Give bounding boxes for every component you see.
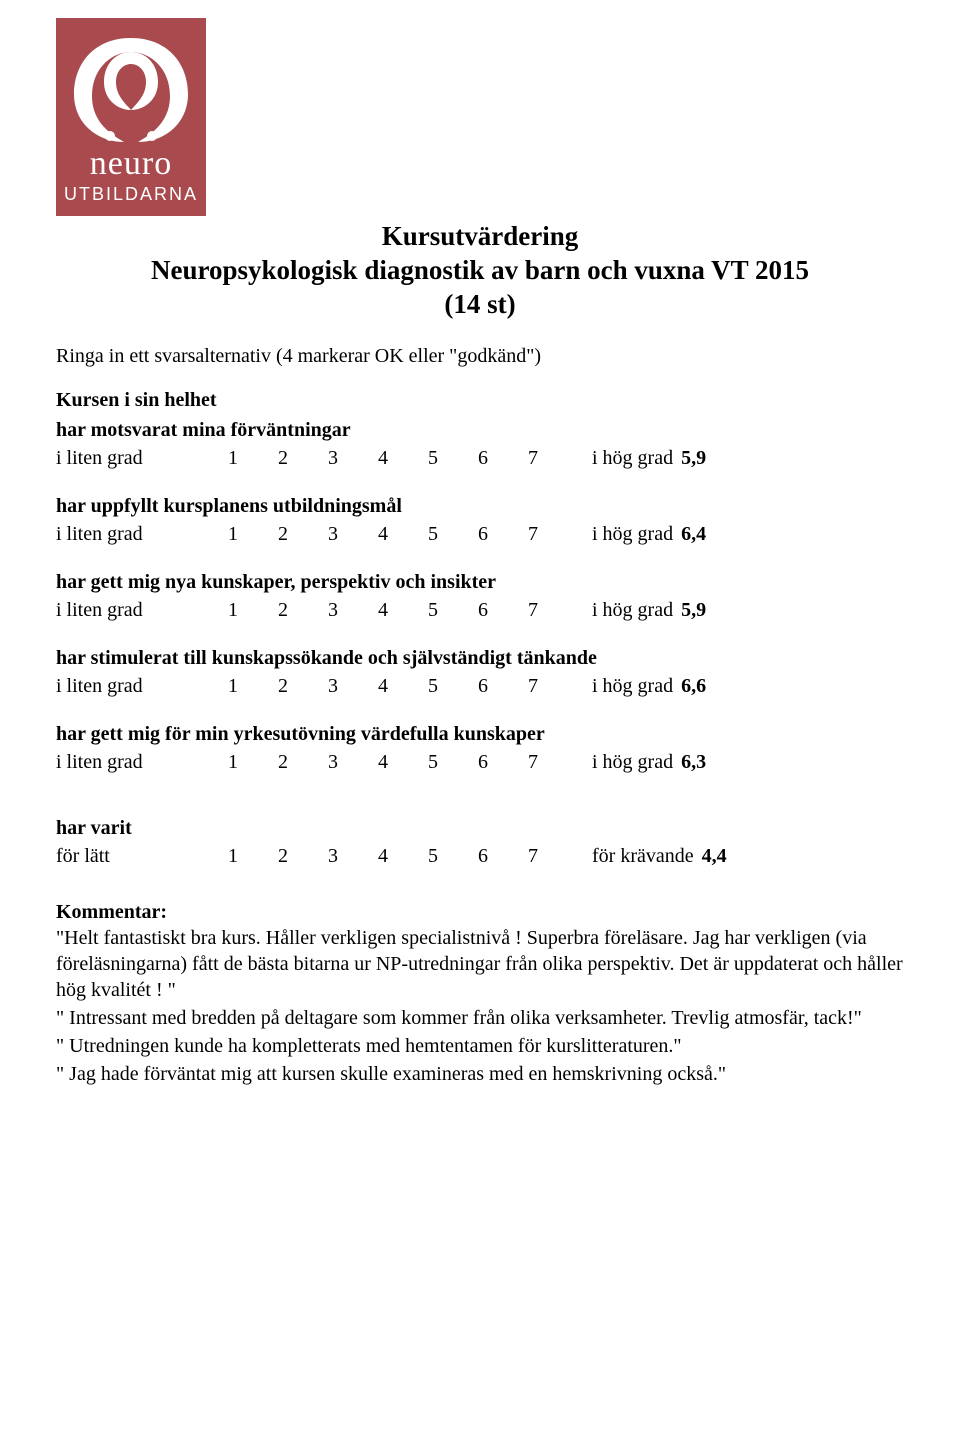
scale-num: 2 [278,673,328,699]
scale-num: 3 [328,445,378,471]
scale-left-label: i liten grad [56,749,228,775]
score-value: 6,3 [681,749,706,775]
scale-num: 3 [328,673,378,699]
scale-num: 5 [428,597,478,623]
scale-num: 2 [278,521,328,547]
scale-num: 1 [228,673,278,699]
scale-num: 1 [228,597,278,623]
scale-numbers: 1 2 3 4 5 6 7 [228,843,578,869]
scale-num: 4 [378,843,428,869]
scale-num: 1 [228,521,278,547]
question-label: har motsvarat mina förväntningar [56,417,904,443]
question-label: har gett mig för min yrkesutövning värde… [56,721,904,747]
question-label: har uppfyllt kursplanens utbildningsmål [56,493,904,519]
scale-numbers: 1 2 3 4 5 6 7 [228,749,578,775]
scale-num: 2 [278,843,328,869]
logo-graphic [64,24,198,152]
logo: neuro UTBILDARNA [56,18,206,216]
scale-num: 6 [478,843,528,869]
scale-right-label: i hög grad [592,749,673,775]
scale-num: 7 [528,673,578,699]
scale-right-label: i hög grad [592,521,673,547]
question-label: har stimulerat till kunskapssökande och … [56,645,904,671]
scale-right-label: i hög grad [592,673,673,699]
page-title: Kursutvärdering Neuropsykologisk diagnos… [56,220,904,321]
scale-num: 5 [428,843,478,869]
scale-num: 5 [428,673,478,699]
question-label: har varit [56,815,904,841]
scale-left-label: i liten grad [56,597,228,623]
logo-text-primary: neuro [56,142,206,186]
score-value: 6,4 [681,521,706,547]
scale-num: 4 [378,445,428,471]
scale-num: 1 [228,843,278,869]
scale-left-label: i liten grad [56,445,228,471]
scale-numbers: 1 2 3 4 5 6 7 [228,597,578,623]
scale-row: i liten grad 1 2 3 4 5 6 7 i hög grad 5,… [56,445,904,471]
scale-right-label: i hög grad [592,445,673,471]
scale-num: 7 [528,749,578,775]
scale-num: 6 [478,521,528,547]
scale-row: i liten grad 1 2 3 4 5 6 7 i hög grad 6,… [56,749,904,775]
comment-item: "Helt fantastiskt bra kurs. Håller verkl… [56,925,904,1003]
title-line-3: (14 st) [56,288,904,322]
logo-container: neuro UTBILDARNA [56,18,904,216]
scale-row: i liten grad 1 2 3 4 5 6 7 i hög grad 6,… [56,521,904,547]
scale-num: 5 [428,445,478,471]
scale-num: 4 [378,597,428,623]
intro-text: Ringa in ett svarsalternativ (4 markerar… [56,343,904,369]
scale-numbers: 1 2 3 4 5 6 7 [228,673,578,699]
scale-num: 3 [328,597,378,623]
scale-num: 1 [228,445,278,471]
scale-num: 7 [528,445,578,471]
scale-num: 6 [478,749,528,775]
scale-left-label: för lätt [56,843,228,869]
scale-num: 4 [378,673,428,699]
scale-right-label: i hög grad [592,597,673,623]
comment-item: " Jag hade förväntat mig att kursen skul… [56,1061,904,1087]
score-value: 4,4 [702,843,727,869]
scale-num: 4 [378,749,428,775]
scale-num: 4 [378,521,428,547]
question-label: har gett mig nya kunskaper, perspektiv o… [56,569,904,595]
scale-num: 7 [528,521,578,547]
scale-num: 2 [278,445,328,471]
score-value: 6,6 [681,673,706,699]
section-heading: Kursen i sin helhet [56,387,904,413]
scale-num: 7 [528,597,578,623]
scale-num: 1 [228,749,278,775]
scale-num: 5 [428,521,478,547]
scale-numbers: 1 2 3 4 5 6 7 [228,445,578,471]
scale-row: i liten grad 1 2 3 4 5 6 7 i hög grad 6,… [56,673,904,699]
logo-text-secondary: UTBILDARNA [56,183,206,206]
scale-row: för lätt 1 2 3 4 5 6 7 för krävande 4,4 [56,843,904,869]
scale-num: 6 [478,445,528,471]
scale-right-label: för krävande [592,843,694,869]
scale-numbers: 1 2 3 4 5 6 7 [228,521,578,547]
comment-item: " Utredningen kunde ha kompletterats med… [56,1033,904,1059]
scale-num: 6 [478,673,528,699]
score-value: 5,9 [681,445,706,471]
score-value: 5,9 [681,597,706,623]
scale-num: 5 [428,749,478,775]
comment-item: " Intressant med bredden på deltagare so… [56,1005,904,1031]
scale-num: 3 [328,521,378,547]
scale-num: 3 [328,843,378,869]
title-line-2: Neuropsykologisk diagnostik av barn och … [56,254,904,288]
comments-block: "Helt fantastiskt bra kurs. Håller verkl… [56,925,904,1087]
scale-num: 3 [328,749,378,775]
scale-num: 6 [478,597,528,623]
scale-num: 7 [528,843,578,869]
scale-row: i liten grad 1 2 3 4 5 6 7 i hög grad 5,… [56,597,904,623]
scale-left-label: i liten grad [56,673,228,699]
comments-heading: Kommentar: [56,899,904,925]
scale-num: 2 [278,597,328,623]
scale-num: 2 [278,749,328,775]
title-line-1: Kursutvärdering [56,220,904,254]
scale-left-label: i liten grad [56,521,228,547]
